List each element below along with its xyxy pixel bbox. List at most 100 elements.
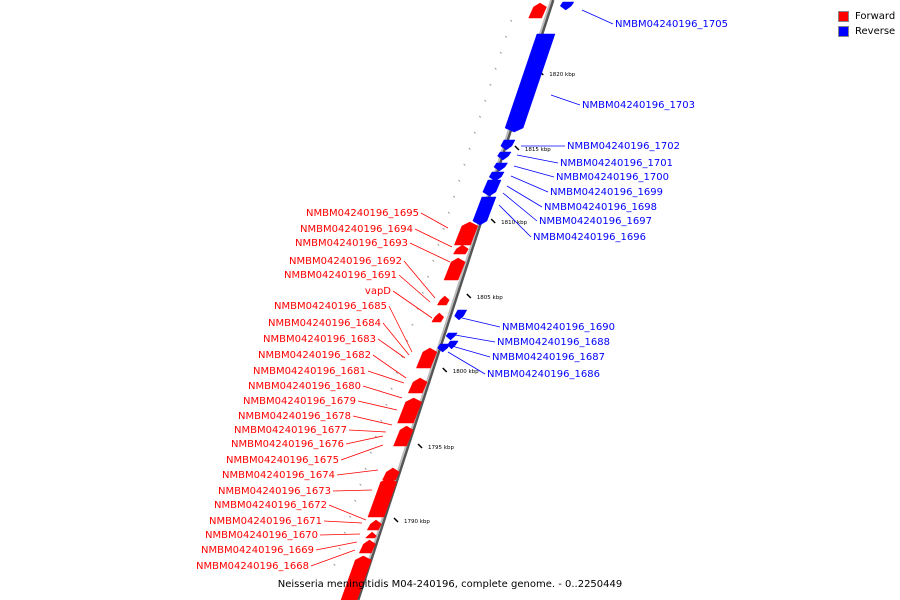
leader-line [498,204,532,238]
forward-gene-label: NMBM04240196_1692 [289,256,402,267]
leader-line [319,533,361,536]
tick-mark [417,443,423,449]
forward-gene-shape [431,312,445,323]
forward-gene-label: NMBM04240196_1684 [268,318,381,329]
forward-gene-label: NMBM04240196_1685 [274,301,387,312]
leader-line [506,185,543,208]
forward-gene-label: NMBM04240196_1673 [218,486,331,497]
reverse-gene-shape [445,332,458,341]
guide-dot [510,19,513,22]
leader-line [332,489,373,492]
leader-line [454,334,496,343]
forward-gene-label: NMBM04240196_1668 [196,561,309,572]
leader-line [420,212,449,229]
forward-gene-label: NMBM04240196_1675 [226,455,339,466]
leader-line [510,175,549,193]
leader-line [398,274,431,303]
reverse-gene-shape [482,179,502,197]
forward-gene-shape [407,377,428,394]
forward-gene-shape [366,519,382,531]
guide-dot [385,403,388,406]
forward-gene-label: NMBM04240196_1682 [258,350,371,361]
guide-dot [416,307,419,310]
guide-dot [489,83,492,86]
guide-dot [499,51,502,54]
guide-dot [343,531,346,534]
guide-dot [406,339,409,342]
reverse-gene-shape [497,151,512,161]
forward-gene-shape [528,2,547,19]
guide-dot [338,547,341,550]
reverse-gene-label: NMBM04240196_1688 [497,337,610,348]
reverse-gene-label: NMBM04240196_1701 [560,158,673,169]
forward-gene-label: NMBM04240196_1693 [295,238,408,249]
leader-line [388,305,413,353]
forward-gene-label: NMBM04240196_1671 [209,516,322,527]
legend: Forward Reverse [838,9,895,39]
tick-mark [393,517,399,523]
guide-dot [354,499,357,502]
guide-dot [426,275,430,278]
leader-line [340,444,384,461]
forward-gene-shape [454,221,479,246]
guide-dot [411,323,414,326]
reverse-gene-shape [493,162,508,172]
forward-gene-shape [367,477,397,518]
leader-line [581,9,614,25]
guide-dot [447,211,450,214]
leader-line [513,165,555,178]
leader-line [447,351,486,375]
guide-dot [452,195,456,198]
guide-dot [473,131,476,134]
leader-line [372,354,407,379]
guide-dot [390,387,393,390]
guide-dot [333,563,336,566]
guide-dot [463,163,466,166]
genome-caption: Neisseria meningitidis M04-240196, compl… [277,579,623,590]
reverse-gene-label: NMBM04240196_1702 [567,141,680,152]
reverse-gene-shape [447,340,459,350]
forward-gene-label: NMBM04240196_1695 [306,208,419,219]
reverse-gene-label: NMBM04240196_1705 [615,19,728,30]
reverse-gene-label: NMBM04240196_1687 [492,352,605,363]
reverse-gene-label: NMBM04240196_1700 [556,172,669,183]
guide-dot [432,259,435,262]
tick-mark [466,293,472,299]
reverse-gene-label: NMBM04240196_1699 [550,187,663,198]
leader-line [377,338,406,359]
leader-line [328,504,367,521]
guide-dot [478,115,482,118]
forward-gene-shape [393,425,414,447]
forward-gene-label: NMBM04240196_1674 [222,470,335,481]
leader-line [348,429,387,433]
reverse-gene-label: NMBM04240196_1690 [502,322,615,333]
guide-dot [494,67,497,70]
legend-label: Forward [855,11,896,22]
guide-dot [364,467,367,470]
tick-label: 1795 kbp [428,445,454,451]
reverse-gene-shape [472,196,497,226]
tick-label: 1790 kbp [404,519,430,525]
forward-gene-label: NMBM04240196_1680 [248,381,361,392]
forward-gene-label: NMBM04240196_1681 [253,366,366,377]
forward-gene-shape [365,531,377,539]
forward-gene-label: NMBM04240196_1676 [231,439,344,450]
forward-gene-label: NMBM04240196_1670 [205,530,318,541]
leader-line [516,154,559,164]
leader-line [352,415,393,426]
leader-line [414,228,453,248]
leader-line [367,370,405,384]
reverse-gene-label: NMBM04240196_1698 [544,202,657,213]
guide-dot [504,35,508,38]
reverse-gene-label: NMBM04240196_1686 [487,369,600,380]
reverse-gene-label: NMBM04240196_1703 [582,100,695,111]
guide-dot [395,371,398,374]
reverse-gene-shape [500,139,516,151]
leader-line [502,192,538,222]
guide-dot [421,291,424,294]
guide-dot [400,355,404,358]
leader-line [382,322,410,356]
forward-gene-label: NMBM04240196_1691 [284,270,397,281]
